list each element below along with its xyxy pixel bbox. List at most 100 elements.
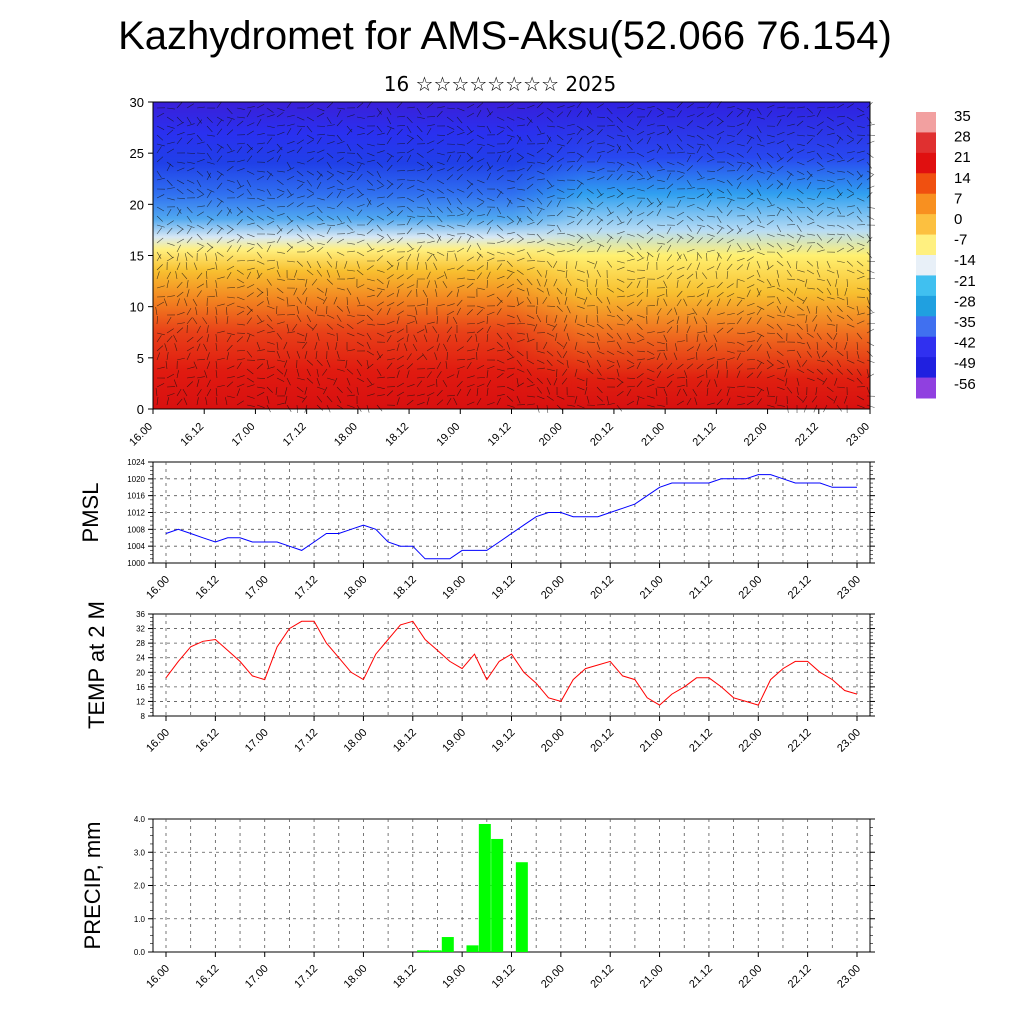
- wind-barb: [356, 284, 365, 289]
- wind-barb: [236, 233, 244, 239]
- wind-barb: [176, 357, 185, 361]
- wind-barb: [346, 323, 354, 330]
- wind-barb: [476, 109, 482, 118]
- wind-barb: [566, 188, 575, 190]
- wind-barb: [736, 296, 745, 300]
- wind-barb: [796, 215, 803, 223]
- wind-barb: [446, 316, 449, 325]
- wind-barb: [156, 125, 165, 130]
- y-tick-label: 0: [137, 402, 144, 417]
- wind-barb: [776, 332, 783, 339]
- wind-barb: [736, 122, 745, 127]
- wind-barb: [195, 307, 198, 316]
- wind-barb: [696, 299, 702, 307]
- wind-barb: [726, 209, 733, 217]
- wind-barb: [506, 148, 514, 154]
- wind-barb: [686, 263, 692, 271]
- wind-barb: [456, 388, 462, 397]
- wind-barb: [586, 146, 592, 154]
- wind-barb: [746, 331, 755, 334]
- wind-barb: [576, 296, 585, 300]
- wind-barb: [844, 395, 848, 404]
- wind-barb: [286, 161, 292, 170]
- wind-barb: [574, 341, 578, 350]
- wind-barb: [206, 246, 214, 253]
- wind-barb: [165, 361, 168, 370]
- wind-barb: [436, 304, 445, 307]
- wind-barb: [376, 404, 383, 412]
- wind-barb: [636, 170, 644, 177]
- wind-barb: [686, 203, 695, 208]
- wind-barb: [166, 335, 173, 343]
- wind-barb: [826, 395, 834, 401]
- wind-barb: [846, 170, 854, 176]
- wind-barb: [226, 245, 232, 253]
- wind-barb: [636, 188, 645, 192]
- wind-barb: [566, 404, 575, 407]
- wind-barb: [686, 346, 694, 352]
- wind-barb: [292, 323, 298, 331]
- wind-barb: [776, 350, 784, 357]
- wind-barb: [226, 334, 232, 343]
- wind-barb: [596, 314, 599, 323]
- wind-barb: [736, 310, 744, 316]
- wind-barb: [544, 278, 548, 287]
- wind-barb: [412, 343, 418, 352]
- wind-barb: [506, 350, 513, 357]
- wind-barb: [802, 359, 808, 367]
- wind-barb: [806, 170, 813, 178]
- wind-barb: [336, 190, 342, 199]
- wind-barb: [496, 296, 503, 303]
- wind-barb: [196, 211, 204, 217]
- wind-barb: [706, 178, 715, 181]
- wind-barb: [506, 179, 515, 183]
- wind-barb: [356, 173, 363, 181]
- wind-barb: [576, 191, 583, 199]
- wind-barb: [746, 118, 752, 127]
- wind-barb: [166, 328, 174, 334]
- wind-barb: [656, 253, 660, 262]
- wind-barb: [336, 170, 345, 175]
- wind-barb: [406, 179, 415, 181]
- wind-barb: [756, 269, 761, 278]
- wind-barb: [866, 341, 875, 347]
- wind-barb: [716, 116, 724, 123]
- wind-barb: [596, 244, 602, 253]
- wind-barb: [836, 386, 845, 389]
- wind-barb: [836, 233, 845, 236]
- wind-barb: [656, 107, 664, 113]
- wind-barb: [156, 170, 162, 178]
- wind-barb: [486, 293, 495, 298]
- wind-barb: [796, 350, 802, 359]
- wind-barb: [676, 211, 685, 217]
- wind-barb: [796, 120, 804, 127]
- wind-barb: [666, 161, 675, 166]
- wind-barb: [536, 359, 545, 364]
- wind-barb: [276, 359, 285, 363]
- wind-barb: [626, 187, 635, 190]
- wind-barb: [306, 305, 314, 312]
- wind-barb: [184, 253, 188, 262]
- wind-barb: [486, 271, 491, 280]
- y-tick-label: 1012: [127, 509, 145, 518]
- wind-barb: [636, 251, 643, 258]
- wind-barb: [406, 169, 415, 172]
- wind-barb: [566, 221, 575, 226]
- wind-barb: [656, 293, 665, 298]
- wind-barb: [616, 143, 622, 151]
- wind-barb: [296, 139, 304, 145]
- wind-barb: [676, 363, 684, 370]
- wind-barb: [155, 307, 158, 316]
- wind-barb: [836, 260, 845, 263]
- wind-barb: [466, 191, 473, 199]
- y-tick-label: 1008: [127, 525, 145, 534]
- wind-barb: [676, 102, 683, 109]
- wind-barb: [746, 137, 752, 145]
- wind-barb: [546, 165, 554, 172]
- wind-barb: [556, 179, 565, 182]
- wind-barb: [286, 246, 293, 253]
- wind-barb: [356, 341, 364, 347]
- wind-barb: [176, 291, 184, 298]
- wind-barb: [396, 179, 406, 181]
- wind-barb: [496, 215, 505, 218]
